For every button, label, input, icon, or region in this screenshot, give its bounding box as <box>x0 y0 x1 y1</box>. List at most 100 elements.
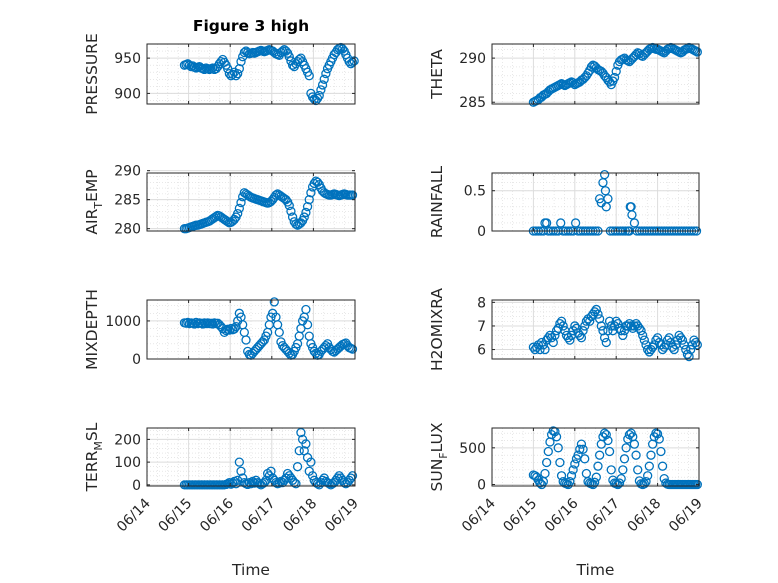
data-point <box>629 439 640 449</box>
data-point <box>639 335 650 345</box>
data-point <box>646 450 656 460</box>
data-point <box>301 439 311 449</box>
data-point <box>231 321 241 332</box>
x-tick-label: 06/14 <box>459 495 499 535</box>
data-point <box>233 475 243 485</box>
data-point <box>274 327 284 338</box>
data-point <box>316 85 326 95</box>
data-point <box>686 344 696 355</box>
y-tick-label: 280 <box>114 222 141 238</box>
data-point <box>603 194 613 204</box>
axes-box <box>491 299 700 360</box>
data-point <box>588 479 598 490</box>
data-point <box>614 478 625 488</box>
data-point <box>269 297 279 307</box>
panel-terr-msl: 0 100 200 06/14 06/15 06/16 06/17 06/18 06/19 Tim… <box>83 422 362 579</box>
panel-sun-flux: 0 500 06/14 06/15 06/16 06/17 06/18 06/19 Time SU… <box>428 422 706 579</box>
y-tick-label: 6 <box>477 343 486 359</box>
data-point <box>591 304 601 315</box>
y-axis-label: AIRTEMP <box>83 169 105 234</box>
x-tick-label: 06/17 <box>583 496 623 536</box>
axes-box <box>491 427 700 487</box>
data-point <box>580 454 590 464</box>
data-point <box>692 479 702 490</box>
axes-box <box>491 43 700 105</box>
data-point <box>234 203 245 214</box>
data-point <box>664 333 674 343</box>
data-point <box>619 454 630 464</box>
data-point <box>306 457 316 467</box>
data-point <box>349 56 359 66</box>
data-point <box>306 188 316 198</box>
data-point <box>347 190 358 200</box>
data-point <box>691 337 701 348</box>
data-point <box>296 427 306 438</box>
data-point <box>606 465 616 475</box>
data-point <box>540 468 550 479</box>
data-point <box>294 446 304 456</box>
data-point <box>616 326 626 336</box>
data-point <box>638 330 648 341</box>
y-tick-label: 285 <box>114 193 141 209</box>
data-point <box>321 68 331 79</box>
data-point <box>284 52 294 62</box>
x-tick-label: 06/15 <box>156 496 196 536</box>
panel-h2omixra: 6 7 8 H2OMIXRA <box>428 288 702 371</box>
data-point <box>657 461 668 471</box>
data-point <box>229 324 240 334</box>
panel-rainfall: 0 0.5 RAINFALL <box>428 165 702 240</box>
panel-theta: 285 290 THETA <box>428 42 702 111</box>
data-point <box>234 457 245 467</box>
data-point <box>332 473 343 483</box>
data-point <box>302 320 313 330</box>
data-point <box>301 304 311 315</box>
data-point <box>629 218 640 228</box>
y-axis-label: RAINFALL <box>428 165 446 238</box>
data-point <box>208 319 218 329</box>
data-point <box>208 63 218 73</box>
data-point <box>601 429 611 440</box>
data-point <box>656 446 666 457</box>
data-point <box>576 439 587 449</box>
data-point <box>692 47 702 57</box>
y-axis-label: THETA <box>428 49 446 100</box>
data-point <box>541 457 552 468</box>
data-point <box>304 195 314 205</box>
y-tick-label: 950 <box>114 51 141 67</box>
data-point <box>347 471 358 481</box>
data-point <box>314 90 324 101</box>
data-point <box>565 335 575 345</box>
data-point <box>643 471 653 481</box>
data-point <box>578 326 588 336</box>
data-point <box>344 56 354 67</box>
data-point <box>631 450 641 460</box>
data-point <box>593 309 603 319</box>
data-point <box>284 200 294 211</box>
data-point <box>623 321 633 331</box>
data-point <box>626 321 636 331</box>
y-tick-label: 290 <box>114 164 141 180</box>
data-point <box>603 435 613 446</box>
y-tick-label: 500 <box>459 441 486 457</box>
data-point <box>599 169 610 180</box>
data-point <box>553 443 563 453</box>
data-point <box>239 327 249 338</box>
data-point <box>591 472 601 482</box>
data-point <box>596 321 606 331</box>
data-point <box>272 320 283 330</box>
y-tick-label: 200 <box>114 432 141 448</box>
x-tick-label: 06/17 <box>239 496 279 536</box>
data-point <box>228 478 238 488</box>
data-point <box>556 218 566 228</box>
y-tick-label: 900 <box>114 86 141 102</box>
x-tick-label: 06/15 <box>500 496 540 536</box>
data-point <box>277 46 288 56</box>
data-point <box>599 428 610 438</box>
data-point <box>271 190 281 200</box>
x-tick-label: 06/16 <box>542 495 582 535</box>
data-point <box>677 335 688 345</box>
data-point <box>543 333 553 343</box>
data-point <box>593 461 603 471</box>
y-tick-label: 0 <box>477 478 486 494</box>
data-point <box>604 316 615 326</box>
